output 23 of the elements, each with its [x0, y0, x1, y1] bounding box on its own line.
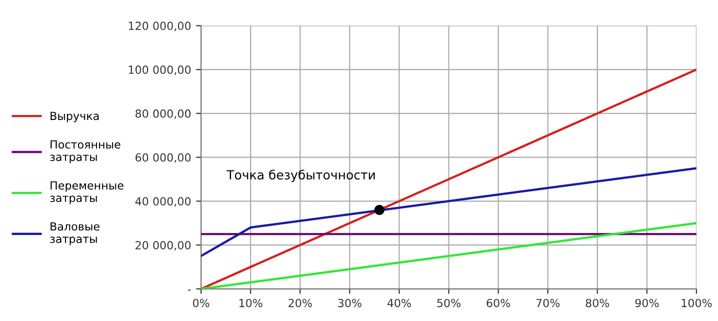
x-tick-label: 100% — [682, 298, 712, 308]
legend-label: Переменные затраты — [50, 181, 124, 204]
x-tick-label: 10% — [239, 298, 262, 308]
y-tick-label: 40 000,00 — [135, 197, 191, 207]
y-tick-label: 100 000,00 — [128, 66, 191, 76]
x-tick-label: 0% — [192, 298, 210, 308]
y-tick-label: 20 000,00 — [136, 241, 191, 251]
y-tick-label: 120 000,00 — [128, 22, 191, 32]
annotation: Точка безубыточности — [226, 170, 375, 182]
legend-label: Постоянные затраты — [50, 140, 120, 164]
x-tick-label: 90% — [635, 298, 659, 308]
y-tick-label: 60 000,00 — [136, 153, 191, 163]
x-tick-label: 60% — [486, 298, 510, 308]
x-tick-label: 40% — [387, 298, 411, 308]
x-tick-label: 50% — [437, 298, 460, 308]
x-tick-label: 80% — [586, 298, 610, 308]
x-tick-label: 30% — [338, 298, 362, 308]
y-tick-label: 80 000,00 — [136, 109, 191, 119]
y-tick-label: - — [188, 290, 191, 291]
legend-label: Валовые затраты — [50, 222, 100, 246]
x-tick-label: 20% — [288, 298, 312, 308]
legend-label: Выручка — [50, 112, 99, 122]
x-tick-label: 70% — [536, 298, 560, 308]
